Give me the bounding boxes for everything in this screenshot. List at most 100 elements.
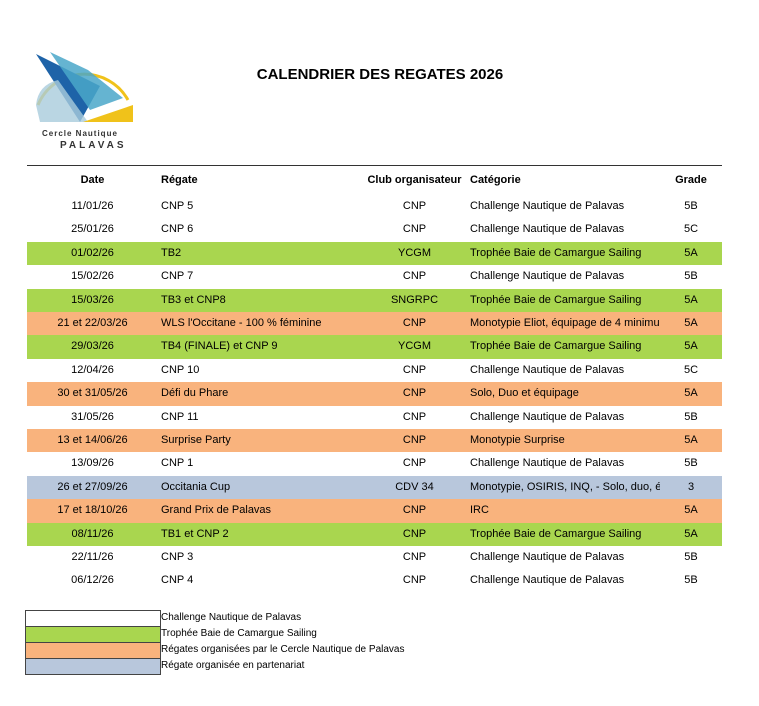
legend-label: Challenge Nautique de Palavas <box>161 612 302 623</box>
logo: Cercle Nautique PALAVAS <box>36 52 133 151</box>
table-cell: 5B <box>684 551 698 563</box>
table-cell: CNP <box>402 270 427 283</box>
table-cell: 21 et 22/03/26 <box>57 317 128 329</box>
table-cell: 22/11/26 <box>71 551 114 563</box>
table-cell: 15/03/26 <box>71 293 114 306</box>
table-cell: Trophée Baie de Camargue Sailing <box>470 246 642 259</box>
table-row: 31/05/26 CNP 11 CNP Challenge Nautique de P… <box>27 405 722 429</box>
table-cell: 5B <box>684 574 698 587</box>
table-row: 12/04/26 CNP 10 CNP Challenge Nautique de P… <box>27 358 722 383</box>
legend-item: Régates organisées par le Cercle Nautiqu… <box>25 642 445 659</box>
table-cell: 5B <box>684 410 698 423</box>
table-cell: CNP <box>402 574 427 587</box>
header-cell: Catégorie <box>470 174 521 186</box>
table-cell: Monotypie Eliot, équipage de 4 minimu <box>470 317 660 329</box>
table-cell: CNP 1 <box>161 457 194 470</box>
legend-item: Challenge Nautique de Palavas <box>25 610 445 627</box>
table-row: 11/01/26 CNP 5 CNP Challenge Nautique de Pa… <box>27 195 722 219</box>
logo-text: Cercle Nautique <box>42 129 118 138</box>
table-cell: 3 <box>687 480 695 493</box>
table-cell: YCGM <box>398 340 431 353</box>
table-row: 30 et 31/05/26 Défi du Phare CNP Solo, Duo … <box>27 382 722 406</box>
table-cell: Grand Prix de Palavas <box>161 504 272 517</box>
table-cell: CNP <box>402 363 427 376</box>
table-row: 15/03/26 TB3 et CNP8 SNGRPC Trophée Baie de… <box>27 288 722 312</box>
table-cell: CDV 34 <box>395 480 434 493</box>
table-cell: Monotypie Surprise <box>470 434 565 446</box>
table-row: 22/11/26 CNP 3 CNP Challenge Nautique de Pa… <box>27 546 722 570</box>
table-cell: 5C <box>683 363 699 376</box>
table-row: 26 et 27/09/26 Occitania Cup CDV 34 Monotyp… <box>27 475 722 500</box>
table-row: 13/09/26 CNP 1 CNP Challenge Nautique de Pa… <box>27 452 722 476</box>
header-cell: Club organisateur <box>367 174 462 186</box>
table-cell: CNP 4 <box>161 574 194 587</box>
table-cell: 06/12/26 <box>71 574 114 587</box>
legend-swatch <box>25 658 161 675</box>
title: CALENDRIER DES REGATES 2026 <box>256 66 504 83</box>
table-cell: Trophée Baie de Camargue Sailing <box>470 293 642 306</box>
table-row: 13 et 14/06/26 Surprise Party CNP Monotypie… <box>27 429 722 453</box>
logo-sail-dark <box>36 54 100 122</box>
table-cell: CNP 6 <box>161 223 194 236</box>
table-cell: Challenge Nautique de Palavas <box>470 363 625 376</box>
logo-text: PALAVAS <box>60 140 127 151</box>
table-row: 15/02/26 CNP 7 CNP Challenge Nautique de Pa… <box>27 265 722 289</box>
legend-label: Trophée Baie de Camargue Sailing <box>161 628 317 639</box>
legend-item: Trophée Baie de Camargue Sailing <box>25 626 445 643</box>
table-cell: 12/04/26 <box>71 363 114 376</box>
table-cell: 5B <box>684 457 698 470</box>
table-cell: CNP 5 <box>161 200 194 212</box>
table-cell: 5A <box>684 293 698 306</box>
table-cell: CNP <box>402 317 427 329</box>
table-cell: 5B <box>684 200 698 212</box>
table-row: 25/01/26 CNP 6 CNP Challenge Nautique de Pa… <box>27 218 722 242</box>
table-cell: 26 et 27/09/26 <box>57 480 128 493</box>
table-cell: Trophée Baie de Camargue Sailing <box>470 527 642 540</box>
table-cell: Challenge Nautique de Palavas <box>470 200 625 212</box>
table-cell: 08/11/26 <box>71 527 114 540</box>
table-cell: Challenge Nautique de Palavas <box>470 457 625 470</box>
table-cell: 29/03/26 <box>71 340 114 353</box>
logo-hull <box>36 80 88 122</box>
table-row: 21 et 22/03/26 WLS l'Occitane - 100 % fém… <box>27 312 722 336</box>
table-cell: 5A <box>684 246 698 259</box>
table-cell: 17 et 18/10/26 <box>57 504 128 517</box>
table-row: 08/11/26 TB1 et CNP 2 CNP Trophée Baie de C… <box>27 522 722 546</box>
table-cell: Surprise Party <box>161 434 231 446</box>
table-cell: CNP <box>402 457 427 470</box>
header-cell: Grade <box>675 174 707 186</box>
table-cell: 13 et 14/06/26 <box>57 434 128 446</box>
table-cell: CNP <box>402 223 427 236</box>
table-cell: Challenge Nautique de Palavas <box>470 223 625 236</box>
logo-sail-light <box>50 52 123 110</box>
header-row: Date Régate Club organisateur Catégorie Grad… <box>27 169 722 192</box>
table-cell: 5A <box>684 527 698 540</box>
table-cell: Trophée Baie de Camargue Sailing <box>470 340 642 353</box>
table-cell: Défi du Phare <box>161 387 229 400</box>
table-cell: 5C <box>683 223 699 236</box>
table-cell: TB4 (FINALE) et CNP 9 <box>161 340 278 353</box>
table-cell: 01/02/26 <box>71 246 114 259</box>
table-cell: CNP <box>402 200 427 212</box>
header-cell: Date <box>80 174 105 186</box>
legend-item: Régate organisée en partenariat <box>25 658 445 675</box>
table-cell: CNP <box>402 527 427 540</box>
table-cell: Challenge Nautique de Palavas <box>470 270 625 283</box>
table-cell: 15/02/26 <box>71 270 114 283</box>
table-row: 29/03/26 TB4 (FINALE) et CNP 9 YCGM Trophée… <box>27 335 722 359</box>
table-cell: CNP <box>402 434 427 446</box>
table-cell: Challenge Nautique de Palavas <box>470 410 625 423</box>
legend-swatch <box>25 626 161 643</box>
table-cell: 5A <box>684 340 698 353</box>
legend-label: Régate organisée en partenariat <box>161 660 305 671</box>
table-cell: 13/09/26 <box>71 457 114 470</box>
table-cell: 31/05/26 <box>71 410 114 423</box>
legend-swatch <box>25 642 161 659</box>
table-cell: Challenge Nautique de Palavas <box>470 551 625 563</box>
table-cell: 5A <box>684 317 698 329</box>
header-cell: Régate <box>161 174 198 186</box>
table-cell: IRC <box>470 504 489 517</box>
table-cell: TB1 et CNP 2 <box>161 527 229 540</box>
table-cell: Monotypie, OSIRIS, INQ, - Solo, duo, éq <box>470 480 660 493</box>
